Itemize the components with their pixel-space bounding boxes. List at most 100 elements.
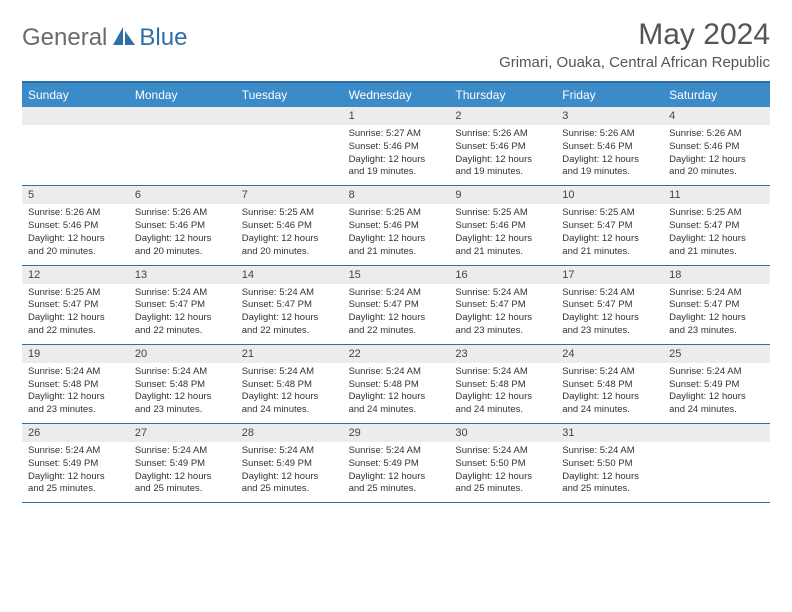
day-number: 12 (22, 266, 129, 284)
brand-text-2: Blue (139, 24, 187, 52)
day-details: Sunrise: 5:24 AMSunset: 5:48 PMDaylight:… (236, 363, 343, 423)
location: Grimari, Ouaka, Central African Republic (499, 54, 770, 71)
calendar-week: 26 Sunrise: 5:24 AMSunset: 5:49 PMDayligh… (22, 424, 770, 503)
day-details: Sunrise: 5:24 AMSunset: 5:47 PMDaylight:… (343, 284, 450, 344)
calendar-cell: 12Sunrise: 5:25 AMSunset: 5:47 PMDayligh… (22, 266, 129, 344)
calendar: Sunday Monday Tuesday Wednesday Thursday… (22, 81, 770, 503)
header: General Blue May 2024 Grimari, Ouaka, Ce… (22, 18, 770, 71)
day-number: 2 (449, 107, 556, 125)
calendar-cell: 8Sunrise: 5:25 AMSunset: 5:46 PMDaylight… (343, 186, 450, 264)
calendar-cell: 30Sunrise: 5:24 AMSunset: 5:50 PMDayligh… (449, 424, 556, 502)
weekday-header: Sunday Monday Tuesday Wednesday Thursday… (22, 83, 770, 107)
day-number (236, 107, 343, 125)
calendar-cell: 9Sunrise: 5:25 AMSunset: 5:46 PMDaylight… (449, 186, 556, 264)
day-details: Sunrise: 5:24 AMSunset: 5:49 PMDaylight:… (236, 442, 343, 502)
day-number: 5 (22, 186, 129, 204)
day-number: 13 (129, 266, 236, 284)
day-number: 23 (449, 345, 556, 363)
day-details: Sunrise: 5:24 AMSunset: 5:47 PMDaylight:… (449, 284, 556, 344)
calendar-cell: 28Sunrise: 5:24 AMSunset: 5:49 PMDayligh… (236, 424, 343, 502)
day-details: Sunrise: 5:24 AMSunset: 5:47 PMDaylight:… (556, 284, 663, 344)
day-number: 29 (343, 424, 450, 442)
calendar-cell: 25Sunrise: 5:24 AMSunset: 5:49 PMDayligh… (663, 345, 770, 423)
day-details: Sunrise: 5:25 AMSunset: 5:47 PMDaylight:… (556, 204, 663, 264)
weekday-mon: Monday (129, 83, 236, 107)
calendar-week: 5Sunrise: 5:26 AMSunset: 5:46 PMDaylight… (22, 186, 770, 265)
calendar-cell: 22Sunrise: 5:24 AMSunset: 5:48 PMDayligh… (343, 345, 450, 423)
day-details: Sunrise: 5:25 AMSunset: 5:46 PMDaylight:… (343, 204, 450, 264)
day-details: Sunrise: 5:24 AMSunset: 5:49 PMDaylight:… (663, 363, 770, 423)
day-details: Sunrise: 5:25 AMSunset: 5:47 PMDaylight:… (22, 284, 129, 344)
calendar-cell: 31Sunrise: 5:24 AMSunset: 5:50 PMDayligh… (556, 424, 663, 502)
month-title: May 2024 (499, 18, 770, 52)
day-number: 1 (343, 107, 450, 125)
day-details: Sunrise: 5:26 AMSunset: 5:46 PMDaylight:… (129, 204, 236, 264)
calendar-cell (129, 107, 236, 185)
day-details: Sunrise: 5:26 AMSunset: 5:46 PMDaylight:… (22, 204, 129, 264)
weeks-container: 1Sunrise: 5:27 AMSunset: 5:46 PMDaylight… (22, 107, 770, 503)
calendar-cell: 1Sunrise: 5:27 AMSunset: 5:46 PMDaylight… (343, 107, 450, 185)
day-details: Sunrise: 5:26 AMSunset: 5:46 PMDaylight:… (556, 125, 663, 185)
calendar-cell: 23Sunrise: 5:24 AMSunset: 5:48 PMDayligh… (449, 345, 556, 423)
calendar-cell: 29Sunrise: 5:24 AMSunset: 5:49 PMDayligh… (343, 424, 450, 502)
day-number: 16 (449, 266, 556, 284)
day-details: Sunrise: 5:24 AMSunset: 5:47 PMDaylight:… (663, 284, 770, 344)
calendar-cell: 13Sunrise: 5:24 AMSunset: 5:47 PMDayligh… (129, 266, 236, 344)
calendar-cell: 6Sunrise: 5:26 AMSunset: 5:46 PMDaylight… (129, 186, 236, 264)
day-details: Sunrise: 5:24 AMSunset: 5:50 PMDaylight:… (449, 442, 556, 502)
calendar-cell: 11Sunrise: 5:25 AMSunset: 5:47 PMDayligh… (663, 186, 770, 264)
day-details: Sunrise: 5:24 AMSunset: 5:48 PMDaylight:… (129, 363, 236, 423)
calendar-cell: 16Sunrise: 5:24 AMSunset: 5:47 PMDayligh… (449, 266, 556, 344)
calendar-cell: 14Sunrise: 5:24 AMSunset: 5:47 PMDayligh… (236, 266, 343, 344)
calendar-cell (663, 424, 770, 502)
calendar-cell: 7Sunrise: 5:25 AMSunset: 5:46 PMDaylight… (236, 186, 343, 264)
day-details: Sunrise: 5:24 AMSunset: 5:50 PMDaylight:… (556, 442, 663, 502)
day-number: 18 (663, 266, 770, 284)
day-number (22, 107, 129, 125)
day-details: Sunrise: 5:26 AMSunset: 5:46 PMDaylight:… (663, 125, 770, 185)
day-details: Sunrise: 5:24 AMSunset: 5:48 PMDaylight:… (343, 363, 450, 423)
day-number: 25 (663, 345, 770, 363)
calendar-week: 19Sunrise: 5:24 AMSunset: 5:48 PMDayligh… (22, 345, 770, 424)
sail-icon (111, 25, 137, 52)
day-number (129, 107, 236, 125)
day-details: Sunrise: 5:24 AMSunset: 5:49 PMDaylight:… (343, 442, 450, 502)
day-number: 8 (343, 186, 450, 204)
day-number: 24 (556, 345, 663, 363)
day-details: Sunrise: 5:24 AMSunset: 5:48 PMDaylight:… (22, 363, 129, 423)
title-block: May 2024 Grimari, Ouaka, Central African… (499, 18, 770, 71)
day-number: 20 (129, 345, 236, 363)
day-number: 26 (22, 424, 129, 442)
calendar-cell: 10Sunrise: 5:25 AMSunset: 5:47 PMDayligh… (556, 186, 663, 264)
calendar-cell: 18Sunrise: 5:24 AMSunset: 5:47 PMDayligh… (663, 266, 770, 344)
day-number: 27 (129, 424, 236, 442)
day-details: Sunrise: 5:25 AMSunset: 5:46 PMDaylight:… (449, 204, 556, 264)
calendar-week: 1Sunrise: 5:27 AMSunset: 5:46 PMDaylight… (22, 107, 770, 186)
day-details: Sunrise: 5:27 AMSunset: 5:46 PMDaylight:… (343, 125, 450, 185)
day-details: Sunrise: 5:25 AMSunset: 5:46 PMDaylight:… (236, 204, 343, 264)
weekday-sun: Sunday (22, 83, 129, 107)
calendar-cell: 3Sunrise: 5:26 AMSunset: 5:46 PMDaylight… (556, 107, 663, 185)
day-details: Sunrise: 5:26 AMSunset: 5:46 PMDaylight:… (449, 125, 556, 185)
calendar-cell: 19Sunrise: 5:24 AMSunset: 5:48 PMDayligh… (22, 345, 129, 423)
day-number: 28 (236, 424, 343, 442)
weekday-fri: Friday (556, 83, 663, 107)
calendar-week: 12Sunrise: 5:25 AMSunset: 5:47 PMDayligh… (22, 266, 770, 345)
day-number: 4 (663, 107, 770, 125)
calendar-cell (236, 107, 343, 185)
calendar-cell: 5Sunrise: 5:26 AMSunset: 5:46 PMDaylight… (22, 186, 129, 264)
calendar-cell: 20Sunrise: 5:24 AMSunset: 5:48 PMDayligh… (129, 345, 236, 423)
calendar-cell: 17Sunrise: 5:24 AMSunset: 5:47 PMDayligh… (556, 266, 663, 344)
weekday-thu: Thursday (449, 83, 556, 107)
weekday-tue: Tuesday (236, 83, 343, 107)
day-details: Sunrise: 5:24 AMSunset: 5:47 PMDaylight:… (129, 284, 236, 344)
day-details: Sunrise: 5:25 AMSunset: 5:47 PMDaylight:… (663, 204, 770, 264)
day-number: 22 (343, 345, 450, 363)
day-details: Sunrise: 5:24 AMSunset: 5:47 PMDaylight:… (236, 284, 343, 344)
day-number: 21 (236, 345, 343, 363)
calendar-cell: 26Sunrise: 5:24 AMSunset: 5:49 PMDayligh… (22, 424, 129, 502)
day-number: 6 (129, 186, 236, 204)
day-number: 7 (236, 186, 343, 204)
day-number: 17 (556, 266, 663, 284)
calendar-cell (22, 107, 129, 185)
